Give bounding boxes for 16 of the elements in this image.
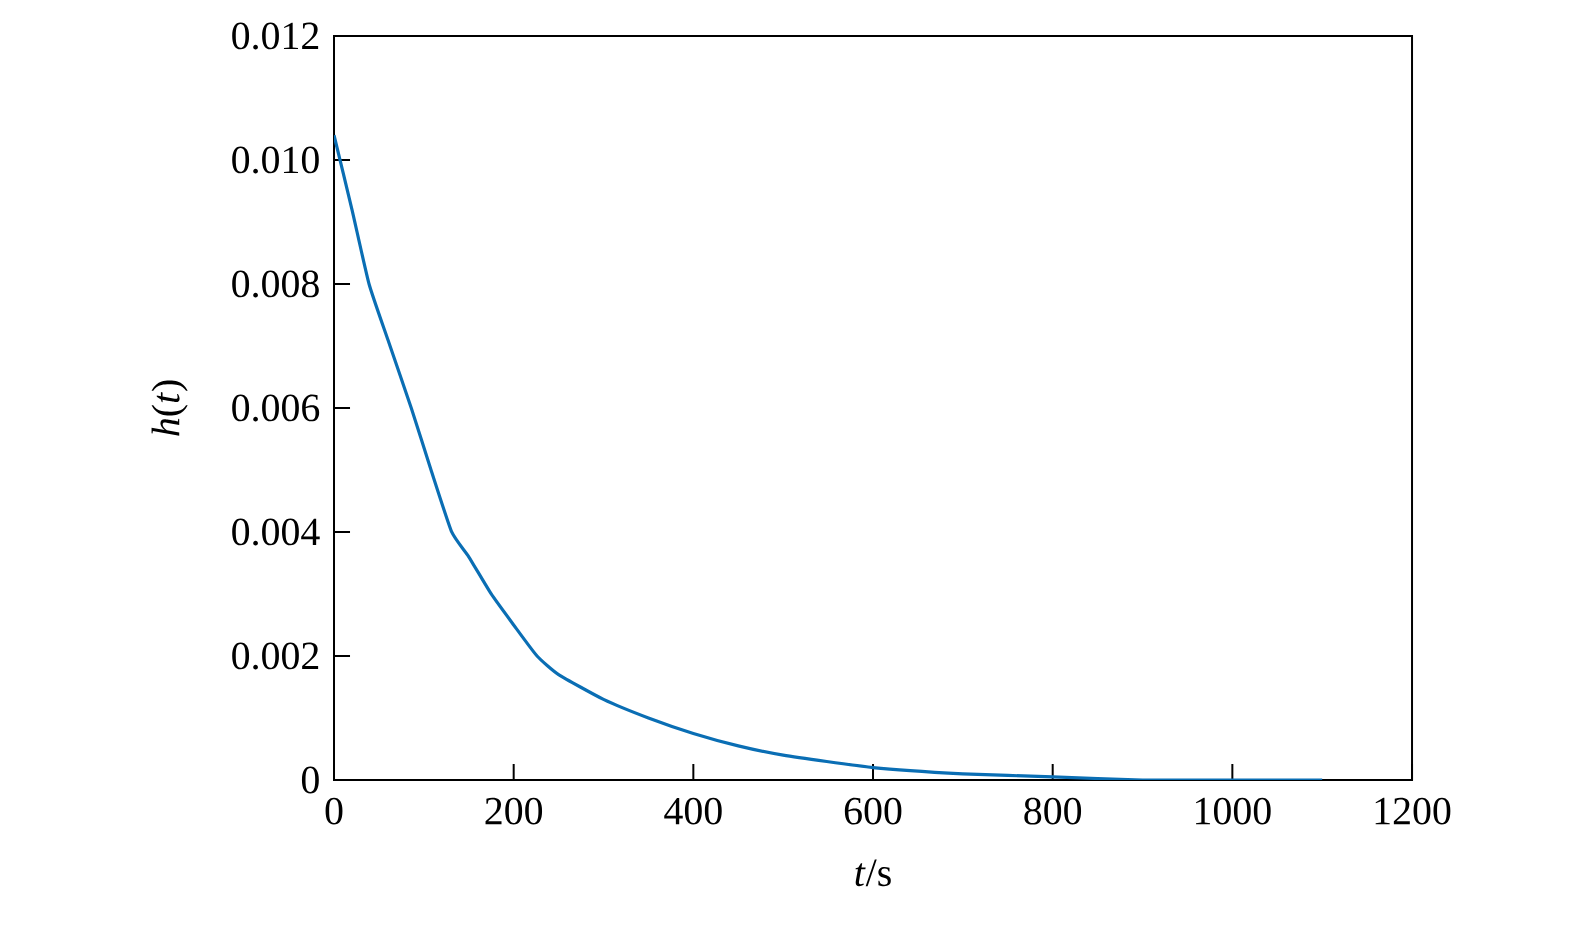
y-axis-title: h(t) bbox=[151, 380, 188, 436]
y-tick-label: 0.002 bbox=[232, 642, 319, 670]
y-tick-label: 0.006 bbox=[232, 394, 320, 422]
y-tick-label: 0.012 bbox=[232, 22, 319, 50]
x-tick-label: 600 bbox=[844, 797, 902, 825]
y-tick-label: 0 bbox=[301, 766, 319, 794]
y-tick-label: 0.008 bbox=[232, 270, 319, 298]
y-tick-label: 0.004 bbox=[232, 518, 320, 546]
x-tick-label: 400 bbox=[664, 797, 722, 825]
x-tick-label: 1000 bbox=[1196, 797, 1271, 825]
x-tick-label: 200 bbox=[485, 797, 543, 825]
x-axis-title: t/s bbox=[855, 859, 891, 887]
x-tick-label: 800 bbox=[1024, 797, 1082, 825]
y-tick-label: 0.010 bbox=[232, 146, 319, 174]
x-tick-label: 1200 bbox=[1375, 797, 1451, 825]
x-tick-label: 0 bbox=[325, 797, 343, 825]
